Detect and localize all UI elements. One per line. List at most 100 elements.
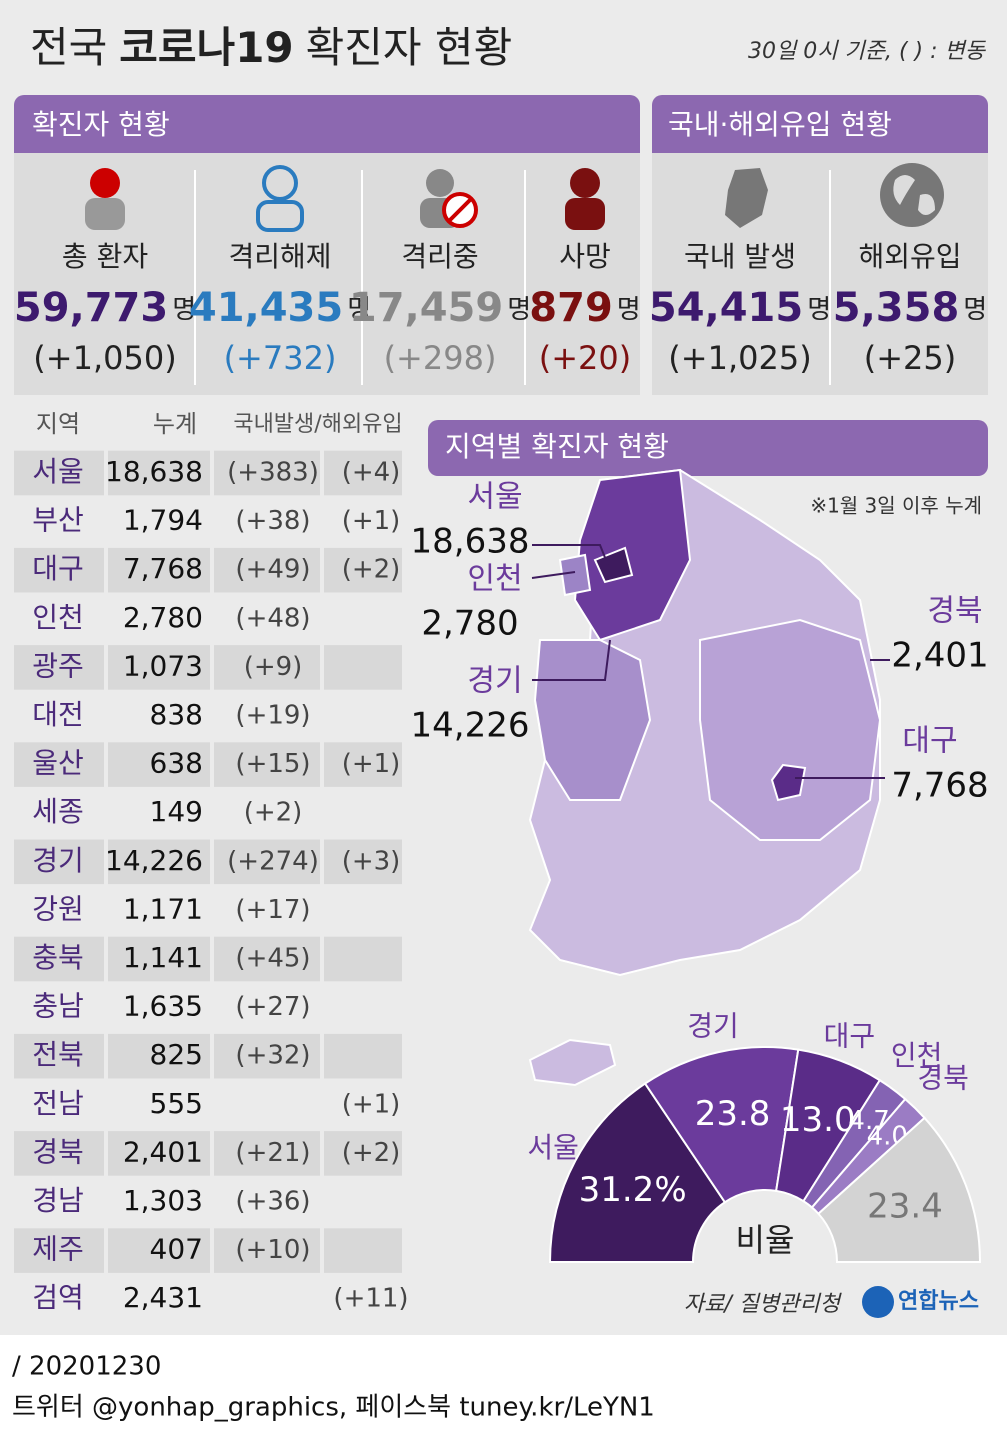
row-band xyxy=(324,742,402,787)
row-band xyxy=(214,547,320,593)
total: 825 xyxy=(150,1038,203,1071)
map-value: 2,780 xyxy=(421,604,518,644)
note: 30일 0시 기준, ( ) : 변동 xyxy=(748,39,987,64)
region: 제주 xyxy=(32,1233,84,1266)
stat-change: (+298) xyxy=(384,339,497,377)
row-band xyxy=(14,742,104,787)
map xyxy=(528,468,882,1087)
source: 자료/ 질병관리청 xyxy=(684,1292,843,1317)
total: 555 xyxy=(150,1087,203,1120)
icons xyxy=(85,163,944,232)
domestic: (+274) xyxy=(227,846,319,876)
row-band xyxy=(108,450,210,496)
row-band xyxy=(324,1131,402,1176)
stat-count: 41,435 xyxy=(189,285,343,331)
row-band xyxy=(14,547,104,593)
panel-heading: 국내·해외유입 현황 xyxy=(668,108,892,141)
row-band xyxy=(214,1228,320,1273)
map-value: 18,638 xyxy=(411,522,530,562)
region: 서울 xyxy=(32,455,84,488)
region: 부산 xyxy=(32,504,84,537)
row-band xyxy=(108,547,210,593)
region: 대전 xyxy=(32,698,84,731)
map-region: 인천 xyxy=(467,562,522,597)
map-note: ※1월 3일 이후 누계 xyxy=(810,494,982,518)
total: 407 xyxy=(150,1233,203,1266)
social: 트위터 @yonhap_graphics, 페이스북 tuney.kr/LeYN… xyxy=(12,1393,655,1423)
pie-value: 23.8 xyxy=(695,1094,771,1134)
domestic: (+49) xyxy=(235,555,310,585)
row-band xyxy=(108,936,210,982)
map-region: 대구 xyxy=(902,724,957,759)
stat-value: 17,459 명 xyxy=(349,285,531,331)
stat-change: (+25) xyxy=(864,339,957,377)
map-header xyxy=(428,420,988,476)
stat-label: 총 환자 xyxy=(62,240,148,273)
pie-category: 서울 xyxy=(527,1131,579,1164)
logo-mark xyxy=(862,1286,894,1318)
pie-category: 인천 xyxy=(891,1039,943,1072)
row-band xyxy=(214,450,320,496)
stat-value: 41,435 명 xyxy=(189,285,371,331)
overseas: (+2) xyxy=(342,1138,401,1168)
overseas: (+1) xyxy=(342,749,401,779)
pie-value: 31.2% xyxy=(579,1170,687,1210)
stat-unit: 명 xyxy=(347,295,371,325)
row-band xyxy=(108,1033,210,1079)
row-band xyxy=(324,450,402,496)
domestic: (+383) xyxy=(227,458,319,488)
row-band xyxy=(214,742,320,787)
row-band xyxy=(108,742,210,787)
total: 2,431 xyxy=(123,1281,203,1314)
domestic: (+36) xyxy=(235,1187,310,1217)
domestic: (+38) xyxy=(235,506,310,536)
region: 강원 xyxy=(32,892,84,925)
row-band xyxy=(108,1131,210,1176)
stat-unit: 명 xyxy=(172,295,196,325)
total: 2,401 xyxy=(123,1135,203,1168)
overseas: (+2) xyxy=(342,555,401,585)
title-prefix: 전국 xyxy=(30,23,107,72)
panel xyxy=(14,153,640,395)
leader-lines xyxy=(531,544,890,779)
row-band xyxy=(324,839,402,885)
stat-value: 879 명 xyxy=(529,285,640,331)
map-value: 7,768 xyxy=(891,766,988,806)
stat-unit: 명 xyxy=(963,295,987,325)
row-band xyxy=(14,1033,104,1079)
title-bold: 코로나19 xyxy=(119,23,293,72)
title: 전국 코로나19 확진자 현황 xyxy=(30,23,512,72)
region: 경북 xyxy=(32,1135,84,1168)
date: / 20201230 xyxy=(12,1352,161,1382)
dividers xyxy=(194,170,831,385)
total: 14,226 xyxy=(105,844,203,877)
region: 울산 xyxy=(32,747,84,780)
total: 838 xyxy=(150,698,203,731)
stat-unit: 명 xyxy=(507,295,531,325)
total: 1,635 xyxy=(123,990,203,1023)
stat-value: 5,358 명 xyxy=(833,285,987,331)
stat-count: 17,459 xyxy=(349,285,503,331)
region: 대구 xyxy=(32,552,84,585)
row-band xyxy=(214,1033,320,1079)
region: 경기 xyxy=(32,844,84,877)
region: 검역 xyxy=(32,1281,84,1314)
domestic: (+27) xyxy=(235,992,310,1022)
table-header: 지역 xyxy=(36,410,80,438)
pie-slice xyxy=(548,1082,727,1263)
overseas: (+4) xyxy=(342,458,401,488)
title-suffix: 확진자 현황 xyxy=(306,23,513,72)
row-band xyxy=(108,839,210,885)
region: 경남 xyxy=(32,1184,84,1217)
region: 전북 xyxy=(32,1038,84,1071)
stat-count: 54,415 xyxy=(649,285,803,331)
domestic: (+21) xyxy=(235,1138,310,1168)
total: 18,638 xyxy=(105,455,203,488)
stat-count: 5,358 xyxy=(833,285,960,331)
map-value: 14,226 xyxy=(411,706,530,746)
panel-heading: 확진자 현황 xyxy=(32,108,170,141)
pie-slice xyxy=(817,1116,982,1263)
row-band xyxy=(214,936,320,982)
domestic: (+9) xyxy=(244,652,303,682)
